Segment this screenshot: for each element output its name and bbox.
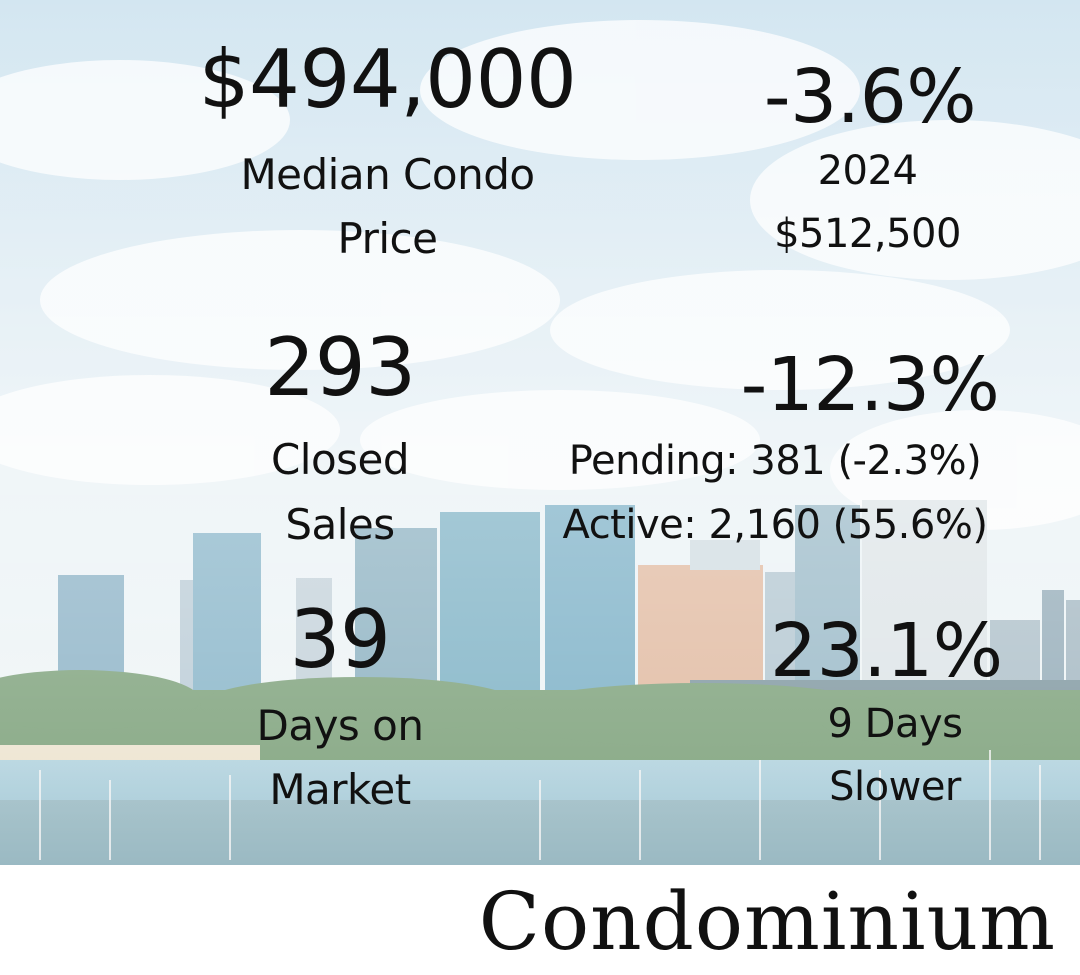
closed-sales-label-line2: Sales [285, 500, 395, 549]
closed-sales-value: 293 [264, 321, 416, 414]
median-price-label-line2: Price [337, 214, 438, 263]
dom-change-value: 23.1% [770, 608, 1003, 694]
median-price-value: $494,000 [198, 33, 577, 126]
dom-change-direction: Slower [829, 764, 961, 810]
days-on-market-label-line1: Days on [256, 701, 424, 750]
price-change-year: 2024 [817, 148, 918, 194]
price-change-prior-price: $512,500 [774, 211, 961, 257]
active-count: Active: 2,160 (55.6%) [562, 502, 988, 548]
days-on-market-label-line2: Market [269, 765, 411, 814]
footer-title: Condominium [478, 875, 1056, 968]
price-change-value: -3.6% [763, 54, 977, 140]
background-city-skyline-image [0, 0, 1080, 865]
sales-change-value: -12.3% [740, 342, 1000, 428]
median-price-label-line1: Median Condo [240, 150, 535, 199]
days-on-market-value: 39 [289, 593, 391, 686]
dom-change-days: 9 Days [827, 701, 964, 747]
pending-count: Pending: 381 (-2.3%) [568, 438, 982, 484]
closed-sales-label-line1: Closed [270, 435, 410, 484]
